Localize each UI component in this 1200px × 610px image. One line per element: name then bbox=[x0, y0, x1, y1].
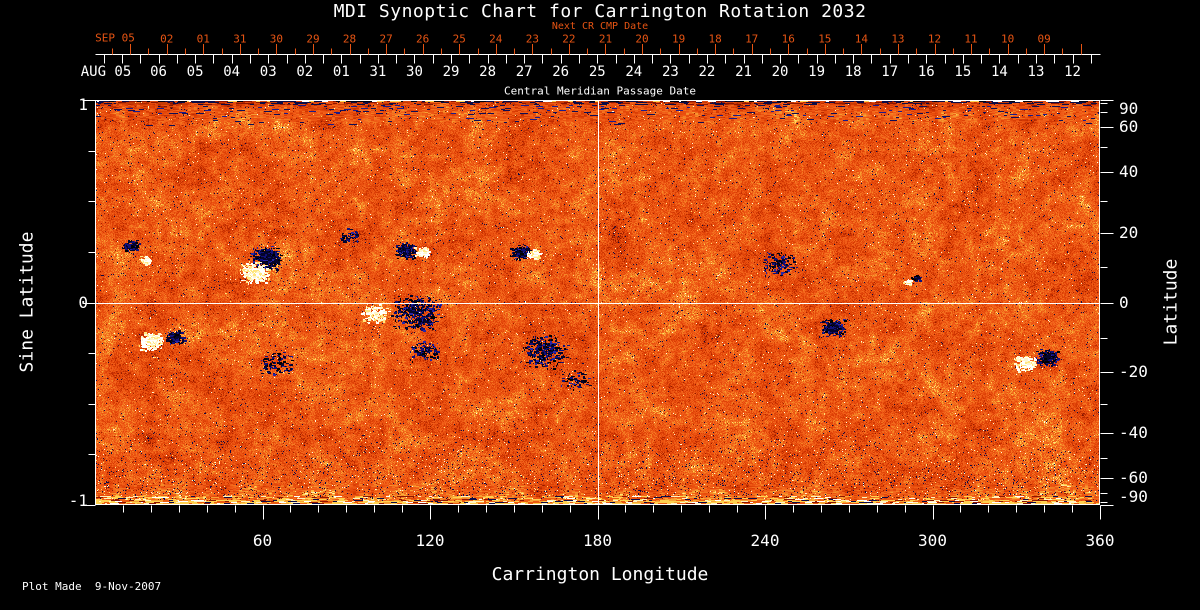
sine-latitude-tick-label: 0 bbox=[78, 292, 88, 312]
next-cr-day-label: 25 bbox=[452, 32, 466, 45]
latitude-tick-label: -60 bbox=[1119, 467, 1148, 487]
next-cr-day-label: 24 bbox=[489, 32, 503, 45]
cmp-day-label: 14 bbox=[990, 63, 1008, 80]
cmp-day-label: 19 bbox=[808, 63, 826, 80]
latitude-tick-label: -40 bbox=[1119, 422, 1148, 442]
next-cr-day-label: 01 bbox=[196, 32, 210, 45]
longitude-tick-label: 300 bbox=[918, 531, 947, 550]
cmp-day-label: 05 bbox=[186, 63, 204, 80]
cmp-day-label: 03 bbox=[259, 63, 277, 80]
next-cr-day-label: 23 bbox=[525, 32, 539, 45]
chart-title: MDI Synoptic Chart for Carrington Rotati… bbox=[333, 1, 867, 22]
longitude-tick-label: 240 bbox=[750, 531, 780, 550]
latitude-tick-label: 60 bbox=[1119, 117, 1139, 137]
cmp-day-label: 20 bbox=[771, 63, 789, 80]
longitude-tick-label: 360 bbox=[1085, 531, 1115, 550]
cmp-month-label: AUG 05 bbox=[80, 64, 132, 80]
next-cr-day-label: 22 bbox=[562, 32, 576, 45]
cmp-day-label: 06 bbox=[150, 63, 167, 80]
next-cr-day-label: 30 bbox=[269, 32, 284, 45]
next-cr-day-label: 28 bbox=[342, 32, 357, 45]
cmp-day-label: 26 bbox=[552, 63, 570, 80]
cmp-day-label: 25 bbox=[588, 63, 606, 80]
next-cr-day-label: 27 bbox=[379, 32, 393, 45]
cmp-day-label: 18 bbox=[844, 63, 862, 80]
next-cr-day-label: 11 bbox=[964, 32, 978, 45]
next-cr-day-label: 21 bbox=[598, 32, 613, 45]
sine-latitude-tick-label: 1 bbox=[78, 95, 88, 114]
latitude-tick-label: 90 bbox=[1119, 99, 1139, 118]
cmp-day-label: 29 bbox=[442, 63, 460, 80]
latitude-tick-label: 0 bbox=[1119, 292, 1129, 312]
cmp-day-label: 21 bbox=[735, 63, 752, 80]
next-cr-day-label: 12 bbox=[927, 32, 942, 45]
latitude-tick-label: 40 bbox=[1119, 162, 1139, 182]
latitude-tick-label: -20 bbox=[1119, 361, 1148, 381]
cmp-day-label: 23 bbox=[661, 63, 679, 80]
carrington-longitude-axis-title: Carrington Longitude bbox=[491, 564, 709, 585]
next-cr-month-label: SEP 05 bbox=[95, 31, 135, 45]
next-cr-day-label: 17 bbox=[745, 32, 759, 45]
next-cr-day-label: 19 bbox=[671, 32, 686, 45]
next-cr-day-label: 14 bbox=[854, 32, 868, 45]
next-cr-day-label: 29 bbox=[306, 32, 320, 45]
cmp-day-label: 13 bbox=[1027, 63, 1045, 80]
cmp-day-label: 22 bbox=[698, 63, 716, 80]
cmp-day-label: 01 bbox=[332, 63, 350, 80]
next-cr-day-label: 10 bbox=[1000, 32, 1015, 45]
cmp-axis-title: Central Meridian Passage Date bbox=[503, 84, 697, 98]
magnetogram-image bbox=[95, 100, 1100, 505]
next-cr-day-label: 20 bbox=[635, 32, 649, 45]
next-cr-day-label: 26 bbox=[416, 32, 430, 45]
sine-latitude-tick-label: -1 bbox=[68, 491, 88, 510]
cmp-day-label: 02 bbox=[296, 63, 314, 80]
cmp-day-label: 04 bbox=[223, 63, 241, 80]
next-cr-day-label: 31 bbox=[233, 32, 247, 45]
latitude-axis-title: Latitude bbox=[1160, 258, 1182, 346]
next-cr-day-label: 02 bbox=[160, 32, 174, 45]
next-cr-day-label: 18 bbox=[708, 32, 722, 45]
cmp-day-label: 24 bbox=[625, 63, 643, 80]
cmp-day-label: 16 bbox=[917, 63, 935, 80]
cmp-day-label: 12 bbox=[1064, 63, 1081, 80]
cmp-day-label: 27 bbox=[515, 63, 533, 80]
latitude-tick-label: 20 bbox=[1119, 223, 1139, 243]
plot-made-timestamp: Plot Made 9-Nov-2007 bbox=[22, 580, 162, 593]
sine-latitude-axis-title: Sine Latitude bbox=[16, 231, 38, 373]
next-cr-day-label: 15 bbox=[818, 32, 832, 45]
latitude-tick-label: -90 bbox=[1119, 487, 1148, 506]
longitude-tick-label: 180 bbox=[583, 531, 612, 550]
next-cr-day-label: 13 bbox=[891, 32, 905, 45]
cmp-day-label: 17 bbox=[881, 63, 899, 80]
longitude-tick-label: 120 bbox=[415, 531, 445, 550]
cmp-day-label: 15 bbox=[954, 63, 972, 80]
next-cr-axis-title: Next CR CMP Date bbox=[551, 21, 649, 32]
cmp-day-label: 31 bbox=[369, 63, 387, 80]
cmp-day-label: 30 bbox=[406, 63, 423, 80]
next-cr-day-label: 09 bbox=[1037, 32, 1051, 45]
next-cr-day-label: 16 bbox=[781, 32, 795, 45]
cmp-day-label: 28 bbox=[479, 63, 497, 80]
longitude-tick-label: 60 bbox=[252, 531, 273, 550]
